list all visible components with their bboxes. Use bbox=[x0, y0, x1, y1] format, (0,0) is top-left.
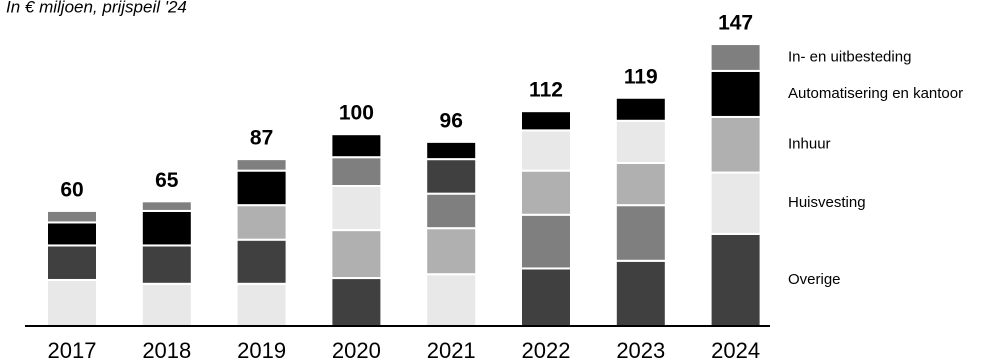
bar-segment bbox=[330, 156, 383, 187]
bar-segment bbox=[614, 259, 667, 327]
bar-segment bbox=[614, 119, 667, 164]
bar-segment bbox=[140, 282, 193, 327]
x-tick-label: 2024 bbox=[711, 338, 760, 363]
bar-segment bbox=[330, 229, 383, 280]
legend-label: Huisvesting bbox=[788, 194, 866, 211]
bar-segment bbox=[520, 267, 572, 327]
bar-segment bbox=[425, 192, 478, 230]
bar-segment bbox=[709, 171, 762, 235]
bar-segment bbox=[709, 69, 762, 118]
bar-segment bbox=[614, 204, 667, 262]
bar-segment bbox=[520, 110, 572, 132]
total-label: 147 bbox=[718, 12, 753, 35]
total-label: 60 bbox=[60, 178, 83, 201]
bar-segment bbox=[140, 244, 193, 285]
bar-segment bbox=[425, 273, 478, 327]
total-label: 87 bbox=[250, 127, 273, 150]
bar-segment bbox=[330, 277, 383, 327]
bar-segment bbox=[425, 227, 478, 276]
bar-segment bbox=[235, 204, 288, 241]
legend-label: In- en uitbesteding bbox=[788, 48, 911, 65]
total-label: 112 bbox=[529, 79, 563, 102]
chart-subtitle: In € miljoen, prijspeil '24 bbox=[6, 0, 187, 16]
legend-label: Inhuur bbox=[788, 136, 831, 153]
legend-label: Overige bbox=[788, 271, 841, 288]
bar-segment bbox=[46, 244, 98, 281]
bar-segment bbox=[614, 96, 667, 122]
bar-segment bbox=[425, 158, 478, 195]
x-tick-label: 2019 bbox=[237, 338, 286, 363]
bar-segment bbox=[46, 209, 98, 224]
bar-segment bbox=[235, 238, 288, 285]
bar-segment bbox=[520, 213, 572, 270]
total-label: 96 bbox=[440, 109, 463, 132]
bar-segment bbox=[425, 140, 478, 161]
bar-segment bbox=[614, 161, 667, 207]
x-tick-label: 2017 bbox=[48, 338, 97, 363]
bar-segment bbox=[520, 129, 572, 172]
bar-segment bbox=[235, 282, 288, 327]
x-tick-label: 2022 bbox=[522, 338, 571, 363]
bar-segment bbox=[520, 169, 572, 216]
x-tick-label: 2020 bbox=[332, 338, 381, 363]
total-label: 119 bbox=[624, 65, 658, 88]
bar-segment bbox=[46, 221, 98, 247]
bar-segment bbox=[235, 158, 288, 172]
legend-label: Automatisering en kantoor bbox=[788, 85, 963, 102]
bar-segment bbox=[709, 115, 762, 174]
bar-segment bbox=[709, 43, 762, 72]
total-label: 100 bbox=[339, 102, 374, 125]
bar-segment bbox=[140, 200, 193, 212]
bar-segment bbox=[46, 278, 98, 327]
x-tick-label: 2023 bbox=[616, 338, 665, 363]
bar-segment bbox=[235, 169, 288, 207]
x-tick-label: 2018 bbox=[142, 338, 191, 363]
bar-segment bbox=[330, 184, 383, 232]
bar-segment bbox=[140, 209, 193, 247]
bar-segment bbox=[709, 232, 762, 328]
bar-segment bbox=[330, 133, 383, 159]
total-label: 65 bbox=[155, 169, 179, 192]
x-tick-label: 2021 bbox=[427, 338, 476, 363]
